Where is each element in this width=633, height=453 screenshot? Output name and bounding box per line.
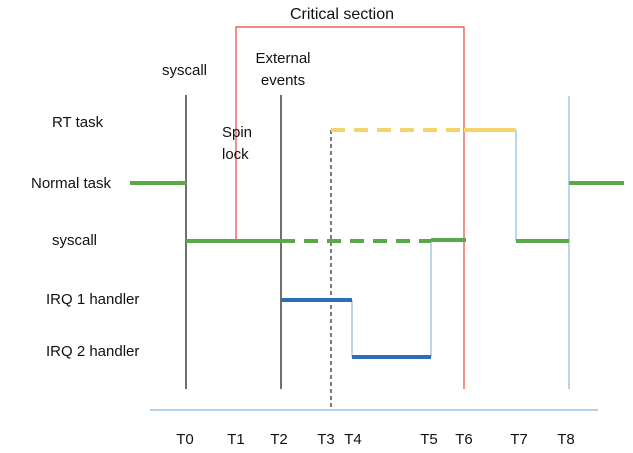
tick-label-t4: T4 <box>344 431 362 448</box>
tick-label-t8: T8 <box>557 431 575 448</box>
tick-label-t3: T3 <box>317 431 335 448</box>
external-events-line1: External <box>255 50 311 67</box>
tick-label-t1: T1 <box>227 431 245 448</box>
spin-lock-line2: lock <box>222 145 249 163</box>
spin-lock-annotation: Spin lock <box>222 124 252 165</box>
tick-label-t5: T5 <box>420 431 438 448</box>
critical-section-title: Critical section <box>289 6 395 23</box>
row-label-normal-task: Normal task <box>31 175 112 192</box>
row-label-irq2: IRQ 2 handler <box>46 343 140 360</box>
row-label-syscall: syscall <box>52 232 98 249</box>
tick-label-t7: T7 <box>510 431 528 448</box>
critical-section-bracket <box>235 26 465 389</box>
syscall-annotation: syscall <box>162 62 208 79</box>
row-label-irq1: IRQ 1 handler <box>46 291 140 308</box>
tick-label-t6: T6 <box>455 431 473 448</box>
external-events-line2: events <box>260 71 306 89</box>
tick-label-t2: T2 <box>270 431 288 448</box>
tick-label-t0: T0 <box>176 431 194 448</box>
row-label-rt-task: RT task <box>52 114 104 131</box>
external-events-annotation: External events <box>246 50 320 91</box>
spin-lock-line1: Spin <box>222 124 253 141</box>
